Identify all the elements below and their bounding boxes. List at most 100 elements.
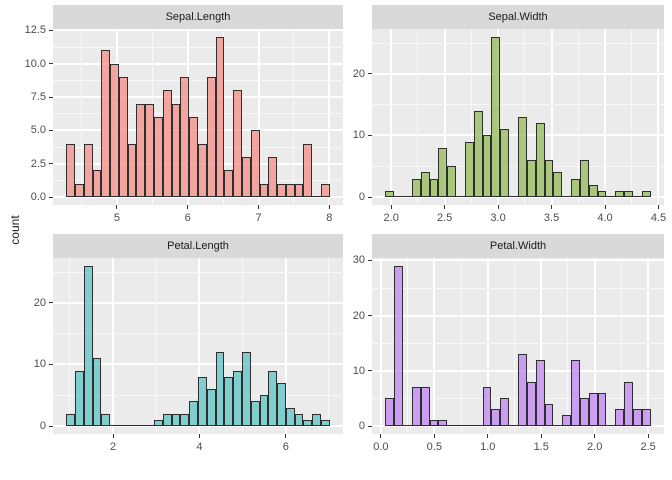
histogram-bar [312,413,322,426]
facet-petal-length: Petal.Length 2 4 6 0 10 20 [34,234,343,464]
histogram-bar [145,103,155,197]
minor-gridline [407,258,409,434]
histogram-bar [420,387,430,426]
histogram-zero-bar [402,425,412,426]
histogram-zero-bar [606,196,616,197]
y-axis-tick [368,196,372,198]
x-axis-tick [444,205,446,209]
histogram-bar [180,413,190,426]
histogram-bar [83,143,93,197]
histogram-bar [464,141,474,197]
y-tick-label: 5.0 [30,124,46,137]
histogram-bar [526,381,536,426]
histogram-zero-bar [402,196,412,197]
histogram-bar [171,103,181,197]
histogram-bar [633,409,642,426]
facet-strip-label: Sepal.Width [488,11,548,23]
histogram-bar [500,129,510,197]
histogram-bar [66,143,75,197]
y-tick-label: 0 [358,420,365,432]
x-axis: 2.0 2.5 3.0 3.5 4.0 4.5 [372,205,666,229]
minor-gridline [155,258,157,434]
histogram-bar [579,160,589,197]
histogram-zero-bar [509,425,518,426]
major-gridline [53,129,343,132]
y-axis-tick [49,29,53,31]
major-gridline [53,62,343,65]
major-gridline [372,72,664,75]
y-axis: 0.0 2.5 5.0 7.5 10.0 12.5 [5,24,53,205]
major-gridline [379,258,382,434]
minor-gridline [53,46,343,48]
histogram-bar [429,178,439,197]
y-axis-tick [368,425,372,427]
x-axis-tick [647,434,649,438]
minor-gridline [620,258,622,434]
x-tick-label: 4 [196,441,203,453]
histogram-zero-bar [464,425,474,426]
histogram-bar [482,135,492,197]
major-gridline [390,29,393,205]
histogram-bar [385,398,395,426]
minor-gridline [53,271,343,273]
histogram-bar [206,389,216,426]
histogram-zero-bar [145,425,155,426]
y-axis-tick [49,425,53,427]
major-gridline [53,425,343,427]
y-axis: 0 10 20 [324,29,372,205]
x-tick-label: 2.5 [436,212,453,224]
histogram-zero-bar [509,196,518,197]
major-gridline [284,258,287,434]
y-axis: 0 10 20 30 [324,254,372,434]
y-tick-label: 7.5 [30,91,46,103]
y-axis-tick [49,163,53,165]
major-gridline [443,29,446,205]
histogram-bar [597,190,607,197]
histogram-bar [171,413,181,426]
y-tick-label: 10 [33,358,46,371]
major-gridline [257,29,260,205]
major-gridline [112,258,115,434]
x-axis-tick [390,205,392,209]
histogram-bar [154,117,163,197]
facet-sepal-width: Sepal.Width 2.0 2.5 3.0 3.5 4.0 4.5 0 10 20 [353,5,666,235]
minor-gridline [242,258,244,434]
minor-gridline [417,29,419,205]
histogram-bar [518,354,527,426]
minor-gridline [81,29,83,205]
histogram-bar [127,143,137,197]
major-gridline [657,29,660,205]
major-gridline [53,196,343,198]
major-gridline [486,258,489,434]
histogram-bar [321,183,330,197]
minor-gridline [567,258,569,434]
major-gridline [372,314,664,317]
histogram-zero-bar [127,425,137,426]
major-gridline [53,29,343,32]
histogram-bar [259,183,269,197]
histogram-bar [473,110,483,197]
histogram-bar [110,63,119,197]
y-tick-label: 20 [352,309,365,322]
minor-gridline [328,258,330,434]
histogram-zero-bar [394,196,403,197]
histogram-bar [277,382,286,426]
facet-strip: Petal.Width [372,234,664,258]
major-gridline [372,196,664,198]
histogram-bar [579,398,589,426]
major-gridline [647,258,650,434]
histogram-bar [553,172,563,197]
major-gridline [593,258,596,434]
major-gridline [53,301,343,304]
histogram-bar [224,376,234,426]
histogram-bar [101,413,111,426]
histogram-bar [588,392,598,426]
histogram-bar [215,352,225,426]
facet-strip-label: Sepal.Length [165,11,231,23]
x-axis-tick [487,434,489,438]
y-tick-label: 10.0 [24,57,46,70]
x-tick-label: 8 [326,212,333,224]
x-tick-label: 4.5 [650,212,667,224]
histogram-bar [189,401,198,426]
